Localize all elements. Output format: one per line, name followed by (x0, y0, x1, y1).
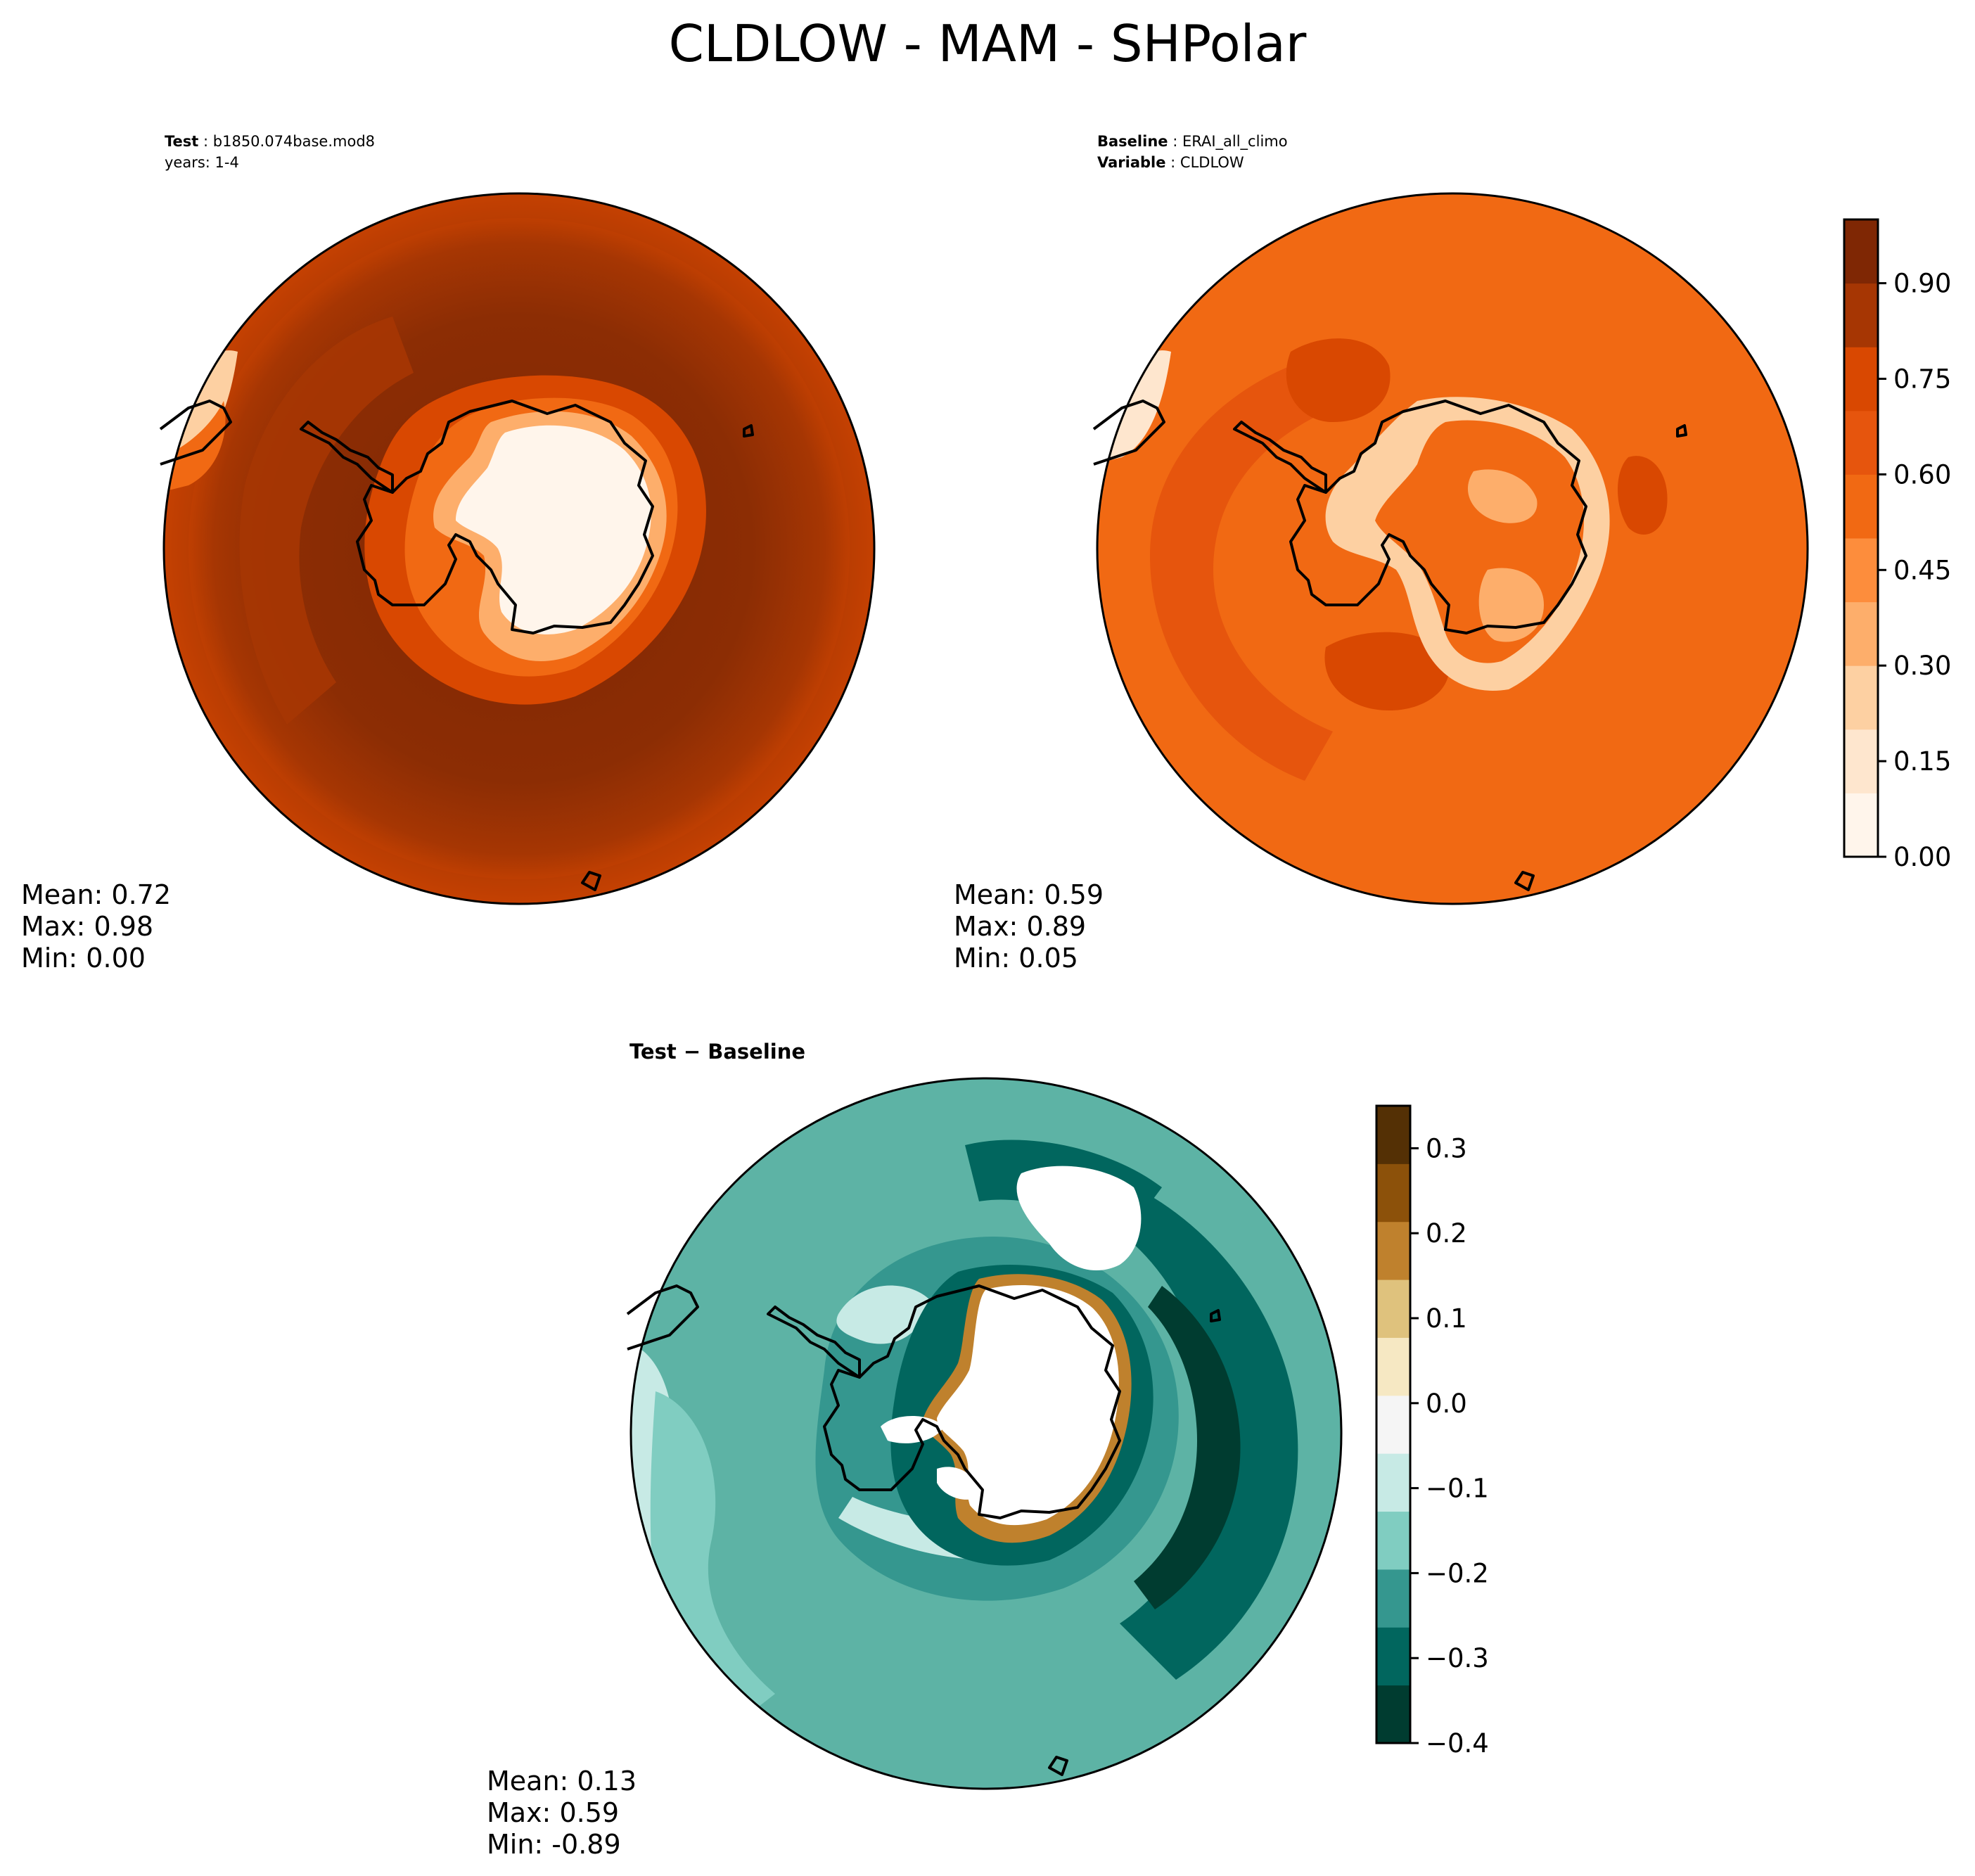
colorbar-diff-tick-label: −0.1 (1426, 1474, 1489, 1504)
test-map (159, 192, 876, 905)
diff-stats: Mean: 0.13 Max: 0.59 Min: -0.89 (487, 1766, 637, 1861)
colorbar-diff-segment (1376, 1395, 1410, 1454)
colorbar-diff-segment (1376, 1511, 1410, 1570)
test-coast-island-2 (581, 871, 601, 891)
colorbar-diff-segment (1376, 1280, 1410, 1338)
colorbar-diff-segment (1376, 1163, 1410, 1223)
baseline-mean: Mean: 0.59 (954, 879, 1104, 910)
diff-coast-island-2 (1048, 1756, 1068, 1776)
figure-title: CLDLOW - MAM - SHPolar (668, 14, 1307, 73)
diff-map-boundary (629, 1077, 1343, 1790)
baseline-label: Baseline : ERAI_all_climo Variable : CLD… (1097, 133, 1288, 171)
colorbar-main-segment (1844, 410, 1878, 475)
baseline-stats: Mean: 0.59 Max: 0.89 Min: 0.05 (954, 879, 1104, 974)
colorbar-main-segment (1844, 601, 1878, 666)
colorbar-main-frame (1843, 218, 1879, 858)
test-case-name: b1850.074base.mod8 (212, 133, 376, 150)
colorbar-main-tick-label: 0.60 (1893, 459, 1951, 490)
baseline-min: Min: 0.05 (954, 943, 1078, 974)
variable-label-key: Variable (1097, 154, 1166, 171)
baseline-max: Max: 0.89 (954, 911, 1087, 942)
test-coast-south-america (159, 400, 232, 466)
colorbar-diff-tick-label: −0.2 (1426, 1558, 1489, 1588)
test-stats: Mean: 0.72 Max: 0.98 Min: 0.00 (21, 879, 171, 974)
colorbar-diff-segment (1376, 1627, 1410, 1686)
colorbar-diff-segment (1376, 1337, 1410, 1396)
baseline-coast-south-america (1092, 400, 1165, 466)
colorbar-diff-tick-label: −0.4 (1426, 1728, 1489, 1759)
colorbar-diff-segment (1376, 1221, 1410, 1280)
baseline-coast-peninsula (1233, 421, 1327, 494)
colorbar-main-segment (1844, 729, 1878, 793)
colorbar-diff-segment (1376, 1685, 1410, 1744)
colorbar-main-segment (1844, 538, 1878, 603)
colorbar-main-tick-label: 0.30 (1893, 651, 1951, 681)
test-coastlines (159, 400, 754, 891)
baseline-map (1092, 192, 1809, 905)
diff-mean: Mean: 0.13 (487, 1766, 637, 1797)
baseline-field-interior-light-2 (1478, 568, 1544, 642)
diff-map (626, 1077, 1343, 1790)
diff-coast-peninsula (767, 1306, 861, 1379)
colorbar-main-tick-label: 0.45 (1893, 555, 1951, 585)
test-mean: Mean: 0.72 (21, 879, 172, 910)
baseline-field-interior-light-1 (1467, 469, 1538, 523)
test-field-antarctic-core (456, 425, 651, 634)
colorbar-main-tick-label: 0.00 (1893, 842, 1951, 872)
colorbar-main-segment (1844, 347, 1878, 411)
diff-coast-island-1 (1210, 1309, 1221, 1322)
colorbar-diff-tick-label: 0.2 (1426, 1218, 1467, 1249)
variable-name: CLDLOW (1180, 154, 1244, 171)
colorbar-diff-segment (1376, 1106, 1410, 1164)
colorbar-main-segment (1844, 793, 1878, 857)
test-label-key: Test (165, 133, 199, 150)
baseline-field-dark-band (1150, 366, 1333, 781)
test-min: Min: 0.00 (21, 943, 146, 974)
colorbar-diff: 0.3 0.2 0.1 0.0 −0.1 −0.2 −0.3 −0.4 (1375, 1104, 1489, 1759)
colorbar-main-tick-label: 0.15 (1893, 746, 1951, 777)
baseline-coast-island-2 (1514, 871, 1535, 891)
colorbar-diff-tick-label: 0.0 (1426, 1389, 1467, 1419)
diff-title: Test − Baseline (629, 1040, 806, 1064)
test-years: years: 1-4 (165, 154, 239, 171)
diff-max: Max: 0.59 (487, 1797, 620, 1828)
colorbar-diff-segment (1376, 1453, 1410, 1512)
test-field-high-left-2 (164, 401, 226, 492)
diff-field-dark-right (1106, 1180, 1298, 1680)
colorbar-main-segment (1844, 219, 1878, 284)
colorbar-main-segment (1844, 283, 1878, 347)
test-field-midlat-band (239, 317, 414, 725)
baseline-field-dark-patch-1 (1286, 338, 1391, 422)
test-max: Max: 0.98 (21, 911, 154, 942)
colorbar-main-tick-label: 0.75 (1893, 364, 1951, 395)
diff-field-darkest-right (1134, 1286, 1241, 1609)
diff-min: Min: -0.89 (487, 1829, 621, 1860)
colorbar-diff-segment (1376, 1569, 1410, 1628)
colorbar-diff-tick-label: −0.3 (1426, 1643, 1489, 1673)
colorbar-main-tick-label: 0.90 (1893, 269, 1951, 299)
test-map-boundary (162, 192, 876, 905)
colorbar-main-segment (1844, 665, 1878, 730)
diff-coast-south-america (626, 1284, 699, 1351)
test-coast-island-1 (743, 424, 754, 438)
colorbar-diff-tick-label: 0.3 (1426, 1133, 1467, 1163)
colorbar-main-segment (1844, 474, 1878, 539)
baseline-field-dark-patch-2 (1324, 632, 1450, 710)
baseline-coastlines (1092, 400, 1687, 891)
colorbar-main: 0.00 0.15 0.30 0.45 0.60 0.75 0.90 (1843, 218, 1951, 872)
baseline-label-key: Baseline (1097, 133, 1168, 150)
test-coast-peninsula (300, 421, 394, 494)
colorbar-diff-tick-label: 0.1 (1426, 1303, 1467, 1334)
baseline-case-name: ERAI_all_climo (1182, 133, 1288, 150)
diff-field-interior-white (937, 1285, 1119, 1526)
diff-field-ice-shelf-white (1016, 1166, 1142, 1271)
baseline-field-dark-patch-3 (1618, 456, 1668, 535)
baseline-coast-island-1 (1676, 424, 1687, 438)
colorbar-diff-frame (1375, 1104, 1412, 1744)
test-label: Test : b1850.074base.mod8 years: 1-4 (165, 133, 376, 171)
baseline-map-boundary (1096, 192, 1809, 905)
diff-coastlines (626, 1284, 1221, 1776)
